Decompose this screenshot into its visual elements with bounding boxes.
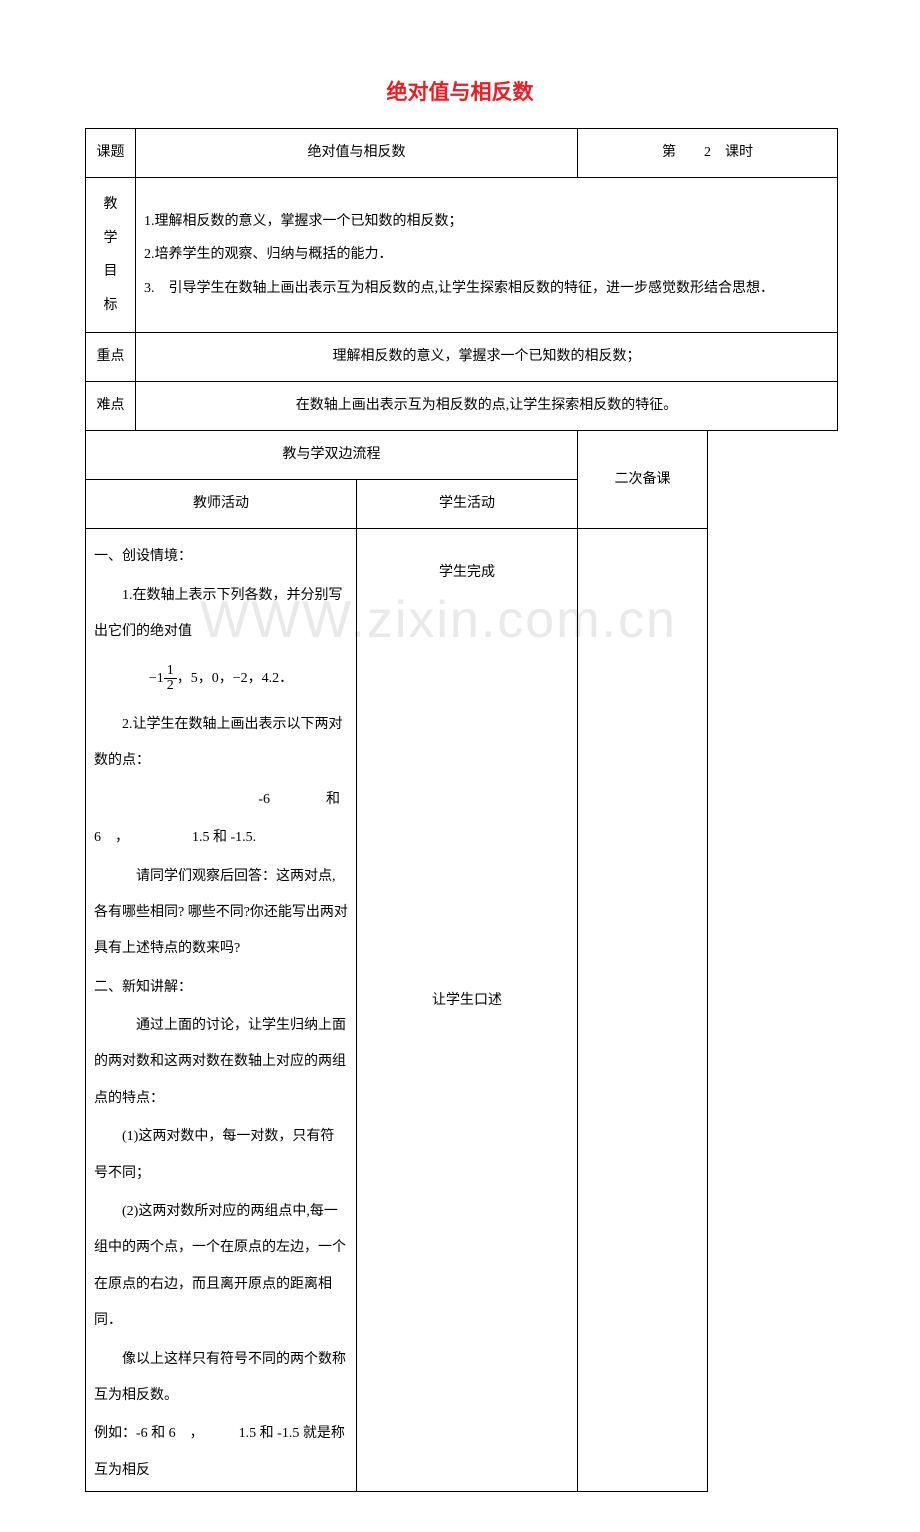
body-para-2: 像以上这样只有符号不同的两个数称互为相反数。 <box>94 1342 348 1415</box>
row-activity-header: 教师活动 学生活动 <box>86 480 838 529</box>
body-point-1: (1)这两对数中，每一对数，只有符号不同； <box>94 1119 348 1192</box>
focus-value: 理解相反数的意义，掌握求一个已知数的相反数； <box>136 333 838 382</box>
teacher-activity-content: 一、创设情境： 1.在数轴上表示下列各数，并分别写出它们的绝对值 −112，5，… <box>86 529 357 1492</box>
document-content: 绝对值与相反数 课题 绝对值与相反数 第 2 课时 教 学 目 标 1.理解相反… <box>85 76 835 1492</box>
lesson-plan-table: 课题 绝对值与相反数 第 2 课时 教 学 目 标 1.理解相反数的意义，掌握求… <box>85 128 838 1492</box>
row-difficulty: 难点 在数轴上画出表示互为相反数的点,让学生探索相反数的特征。 <box>86 382 838 431</box>
row-flow-header: 教与学双边流程 二次备课 <box>86 431 838 480</box>
page-title: 绝对值与相反数 <box>85 76 835 106</box>
body-para-1: 通过上面的讨论，让学生归纳上面的两对数和这两对数在数轴上对应的两组点的特点： <box>94 1008 348 1117</box>
row-body: 一、创设情境： 1.在数轴上表示下列各数，并分别写出它们的绝对值 −112，5，… <box>86 529 838 1492</box>
body-line-3b: 6 ， 1.5 和 -1.5. <box>94 820 348 856</box>
body-line-3a: -6 和 <box>94 782 348 818</box>
notes-content <box>578 529 708 1492</box>
body-line-1: 1.在数轴上表示下列各数，并分别写出它们的绝对值 <box>94 578 348 651</box>
flow-header: 教与学双边流程 <box>86 431 578 480</box>
math-expression: −112，5，0，−2，4.2． <box>94 653 348 705</box>
topic-value: 绝对值与相反数 <box>136 129 578 178</box>
row-topic: 课题 绝对值与相反数 第 2 课时 <box>86 129 838 178</box>
body-para-3: 例如：-6 和 6 ， 1.5 和 -1.5 就是称互为相反 <box>94 1416 348 1489</box>
notes-header: 二次备课 <box>578 431 708 529</box>
section-1-heading: 一、创设情境： <box>94 539 348 575</box>
student-activity-2: 让学生口述 <box>363 987 571 1015</box>
focus-label: 重点 <box>86 333 136 382</box>
row-focus: 重点 理解相反数的意义，掌握求一个已知数的相反数； <box>86 333 838 382</box>
student-header: 学生活动 <box>357 480 578 529</box>
row-goals: 教 学 目 标 1.理解相反数的意义，掌握求一个已知数的相反数； 2.培养学生的… <box>86 178 838 333</box>
goals-label: 教 学 目 标 <box>86 178 136 333</box>
difficulty-label: 难点 <box>86 382 136 431</box>
student-activity-content: 学生完成 让学生口述 <box>357 529 578 1492</box>
body-line-2: 2.让学生在数轴上画出表示以下两对数的点： <box>94 707 348 780</box>
student-activity-1: 学生完成 <box>363 539 571 587</box>
teacher-header: 教师活动 <box>86 480 357 529</box>
difficulty-value: 在数轴上画出表示互为相反数的点,让学生探索相反数的特征。 <box>136 382 838 431</box>
fraction: 12 <box>164 664 177 693</box>
period-value: 第 2 课时 <box>578 129 838 178</box>
goals-content: 1.理解相反数的意义，掌握求一个已知数的相反数； 2.培养学生的观察、归纳与概括… <box>136 178 838 333</box>
section-2-heading: 二、新知讲解： <box>94 970 348 1006</box>
body-line-4: 请同学们观察后回答：这两对点,各有哪些相同? 哪些不同?你还能写出两对具有上述特… <box>94 859 348 968</box>
body-point-2: (2)这两对数所对应的两组点中,每一组中的两个点，一个在原点的左边，一个在原点的… <box>94 1194 348 1340</box>
topic-label: 课题 <box>86 129 136 178</box>
